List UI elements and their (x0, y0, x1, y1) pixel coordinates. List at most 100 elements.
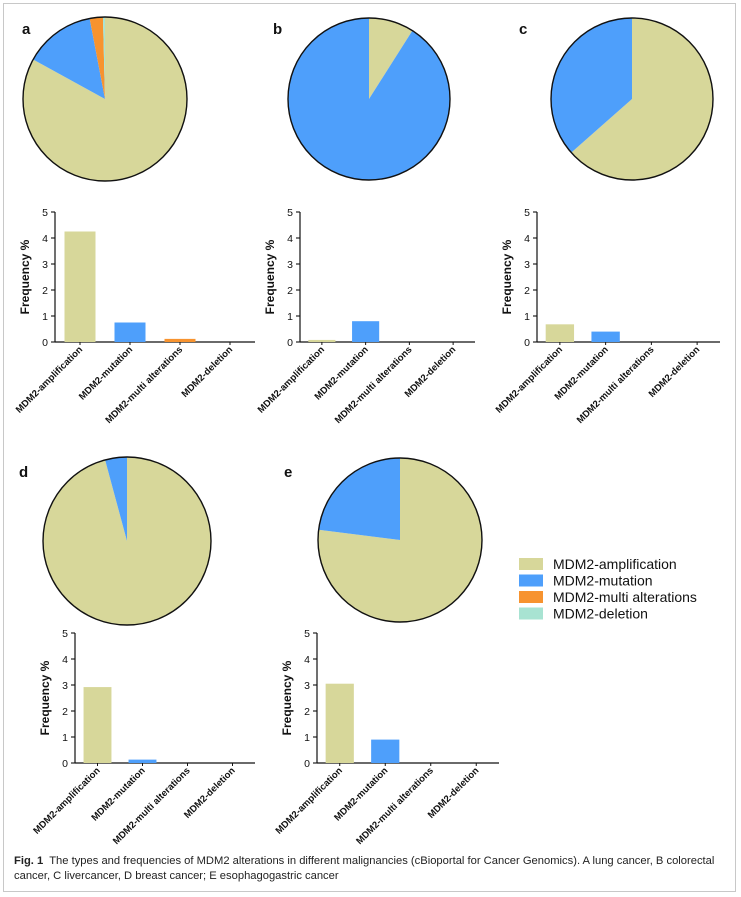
bar-b-ytick-label: 2 (287, 285, 293, 297)
pie-a-slice-mdm2-mutation (33, 18, 105, 100)
bar-chart-e: 0 1 2 3 4 5 Frequency % MDM2-amplificationMDM2-… (274, 628, 499, 847)
bar-a-category-label: MDM2-deletion (180, 344, 236, 400)
panel-letter-c: c (519, 21, 527, 38)
pie-chart-d (42, 456, 212, 626)
bar-e-mdm2-amplification (325, 683, 354, 763)
bar-a-category-label: MDM2-mutation (77, 344, 135, 402)
bar-e-category-label: MDM2-multi alterations (354, 765, 436, 847)
legend-label-mdm2-amplification: MDM2-amplification (553, 556, 677, 572)
bar-c-category-label: MDM2-multi alterations (575, 344, 657, 426)
bar-a-ytick-label: 4 (42, 233, 48, 245)
pie-e-slice-mdm2-amplification (318, 458, 483, 622)
pie-c-outline (550, 17, 714, 181)
bar-a-mdm2-amplification (64, 231, 96, 342)
bar-a-ytick-label: 0 (42, 337, 48, 349)
pie-d-outline (42, 456, 212, 626)
bar-e-ytick-label: 3 (304, 680, 310, 692)
bar-e-ytick-label: 1 (304, 732, 310, 744)
pie-a-slice-mdm2-multi-alterations (89, 17, 105, 100)
bar-d-category-label: MDM2-amplification (31, 765, 102, 836)
bar-a-y-label: Frequency % (18, 239, 32, 314)
pie-a-slice-mdm2-amplification (22, 17, 187, 181)
panel-letter-a: a (22, 21, 31, 38)
pie-b-slice-mdm2-amplification (369, 18, 413, 99)
bar-e-ytick-label: 0 (304, 758, 310, 770)
pie-chart-b (287, 17, 451, 181)
bar-d-category-label: MDM2-multi alterations (111, 765, 193, 847)
bar-d-ytick-label: 3 (62, 680, 68, 692)
bar-e-ytick-label: 4 (304, 654, 310, 666)
bar-d-ytick-label: 1 (62, 732, 68, 744)
bar-d-ytick-label: 0 (62, 758, 68, 770)
bar-c-ytick-label: 2 (524, 285, 530, 297)
bar-e-ytick-label: 5 (304, 628, 310, 640)
legend: MDM2-amplificationMDM2-mutationMDM2-mult… (519, 556, 697, 622)
pie-chart-e (317, 457, 483, 623)
bar-a-ytick-label: 5 (42, 207, 48, 219)
bar-d-ytick-label: 5 (62, 628, 68, 640)
legend-swatch-mdm2-mutation (519, 574, 543, 587)
pie-e-slice-mdm2-mutation (318, 458, 400, 540)
bar-a-category-label: MDM2-amplification (14, 344, 85, 415)
bar-d-mdm2-amplification (83, 687, 112, 763)
bar-b-ytick-label: 3 (287, 259, 293, 271)
bar-e-category-label: MDM2-amplification (274, 765, 345, 836)
bar-b-mdm2-mutation (352, 321, 380, 342)
bar-chart-d: 0 1 2 3 4 5 Frequency % MDM2-amplificationMDM2-… (31, 628, 255, 847)
legend-swatch-mdm2-amplification (519, 558, 543, 570)
legend-label-mdm2-mutation: MDM2-mutation (553, 573, 653, 589)
bar-b-category-label: MDM2-amplification (256, 344, 327, 415)
bar-d-y-label: Frequency % (38, 660, 52, 735)
bar-a-mdm2-mutation (114, 322, 146, 342)
bar-c-ytick-label: 3 (524, 259, 530, 271)
pie-d-slice-mdm2-mutation (105, 457, 127, 541)
bar-d-ytick-label: 4 (62, 654, 68, 666)
bar-c-ytick-label: 1 (524, 311, 530, 323)
figure-frame (3, 3, 736, 892)
bar-chart-c: 0 1 2 3 4 5 Frequency % MDM2-amplificationMDM2-… (494, 207, 720, 426)
panel-letter-e: e (284, 464, 292, 481)
bar-a-mdm2-multi-alterations (164, 338, 196, 342)
caption-label: Fig. 1 (14, 855, 44, 867)
bar-c-y-label: Frequency % (500, 239, 514, 314)
panel-letter-b: b (273, 21, 282, 38)
bar-b-category-label: MDM2-multi alterations (333, 344, 415, 426)
caption-text: The types and frequencies of MDM2 altera… (14, 855, 715, 882)
bar-c-ytick-label: 4 (524, 233, 530, 245)
pie-chart-c (550, 17, 714, 181)
bar-e-y-label: Frequency % (280, 660, 294, 735)
legend-swatch-mdm2-multi-alterations (519, 591, 543, 603)
bar-b-ytick-label: 1 (287, 311, 293, 323)
pie-e-outline (317, 457, 483, 623)
bar-b-ytick-label: 0 (287, 337, 293, 349)
bar-e-mdm2-mutation (371, 739, 400, 763)
panel-letter-d: d (19, 464, 28, 481)
bar-b-mdm2-amplification (308, 339, 336, 342)
bar-c-mdm2-amplification (545, 324, 575, 342)
bar-d-mdm2-mutation (128, 759, 157, 763)
bar-chart-b: 0 1 2 3 4 5 Frequency % MDM2-amplificationMDM2-… (256, 207, 475, 426)
pie-chart-a (22, 16, 188, 182)
bar-d-ytick-label: 2 (62, 706, 68, 718)
bar-c-ytick-label: 5 (524, 207, 530, 219)
bar-a-ytick-label: 1 (42, 311, 48, 323)
pie-c-slice-mdm2-mutation (550, 18, 632, 153)
figure-caption: Fig. 1 The types and frequencies of MDM2 … (14, 854, 726, 884)
pie-b-outline (287, 17, 451, 181)
bar-c-ytick-label: 0 (524, 337, 530, 349)
pie-b-slice-mdm2-mutation (287, 17, 450, 180)
bar-a-ytick-label: 3 (42, 259, 48, 271)
bar-b-ytick-label: 5 (287, 207, 293, 219)
pie-d-slice-mdm2-amplification (43, 456, 212, 625)
bar-b-y-label: Frequency % (263, 239, 277, 314)
bar-a-ytick-label: 2 (42, 285, 48, 297)
legend-swatch-mdm2-deletion (519, 607, 543, 620)
legend-label-mdm2-deletion: MDM2-deletion (553, 606, 648, 622)
bar-c-category-label: MDM2-amplification (494, 344, 565, 415)
bar-b-ytick-label: 4 (287, 233, 293, 245)
pie-a-slice-mdm2-deletion (102, 17, 105, 99)
pie-a-outline (22, 16, 188, 182)
bar-e-ytick-label: 2 (304, 706, 310, 718)
